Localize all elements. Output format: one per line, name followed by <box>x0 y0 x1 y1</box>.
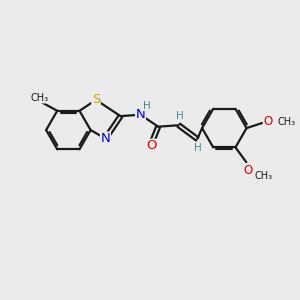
Text: N: N <box>100 132 110 145</box>
Text: N: N <box>136 108 146 121</box>
Text: H: H <box>143 100 151 111</box>
Text: O: O <box>146 139 156 152</box>
Text: H: H <box>194 143 202 153</box>
Text: H: H <box>176 111 184 121</box>
Text: CH₃: CH₃ <box>254 171 272 181</box>
Text: O: O <box>263 115 273 128</box>
Text: CH₃: CH₃ <box>278 116 296 127</box>
Text: CH₃: CH₃ <box>30 93 48 103</box>
Text: S: S <box>92 93 100 106</box>
Text: O: O <box>243 164 252 177</box>
